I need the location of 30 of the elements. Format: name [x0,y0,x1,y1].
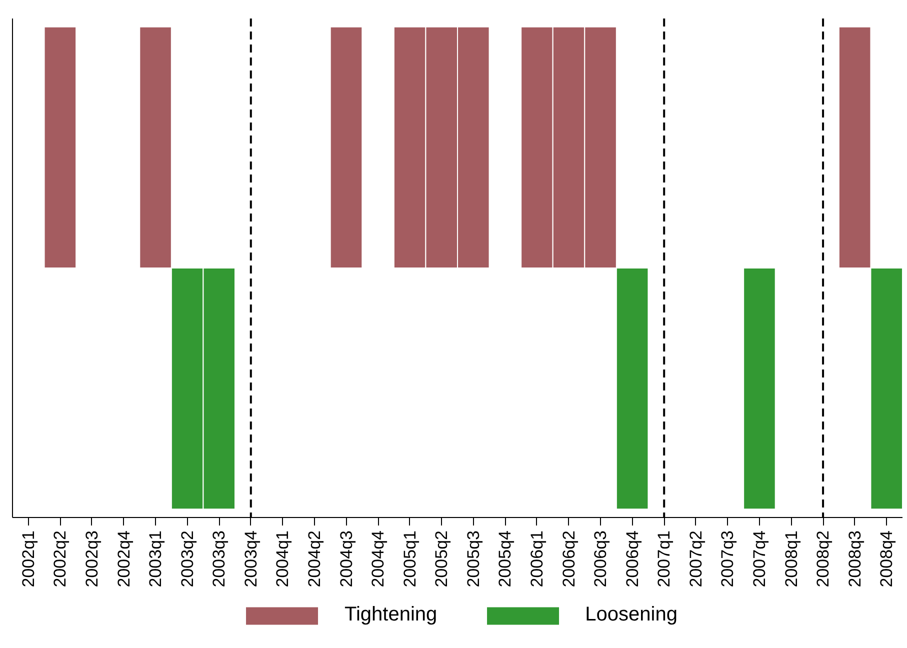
x-tick-label: 2003q1 [146,530,166,588]
x-tick-label: 2006q2 [559,530,578,588]
legend-label: Loosening [585,604,678,626]
legend-label: Tightening [344,604,438,626]
x-tick-label: 2002q4 [114,530,134,588]
x-tick-label: 2003q4 [241,530,260,588]
x-tick-label: 2005q2 [432,530,452,588]
x-tick-label: 2004q2 [304,530,324,588]
x-tick-label: 2007q1 [654,530,674,588]
x-tick-label: 2007q3 [718,530,738,588]
x-tick-label: 2008q4 [877,530,896,588]
x-tick-label: 2006q1 [527,530,546,588]
x-tick-label: 2002q3 [82,530,102,588]
x-tick-label: 2003q2 [178,530,197,588]
x-tick-label: 2005q4 [496,530,515,588]
x-tick-label: 2004q1 [273,530,292,588]
x-tick-label: 2004q3 [336,530,356,588]
x-tick-label: 2002q2 [50,530,70,588]
x-tick-label: 2002q1 [18,530,38,588]
x-tick-label: 2005q1 [400,530,420,588]
x-tick-label: 2007q4 [750,530,769,588]
x-tick-label: 2008q1 [782,530,801,588]
x-tick-label: 2003q3 [210,530,229,588]
x-tick-label: 2008q3 [845,530,864,588]
x-tick-label: 2006q4 [622,530,642,588]
x-tick-label: 2008q2 [814,530,833,588]
x-tick-label: 2007q2 [686,530,706,588]
x-tick-label: 2006q3 [591,530,610,588]
x-tick-label: 2004q4 [368,530,388,588]
x-tick-label: 2005q3 [464,530,483,588]
